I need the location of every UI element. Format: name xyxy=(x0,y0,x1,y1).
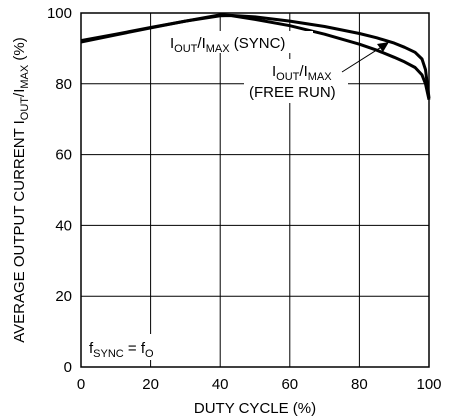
y-axis-label-part: /I xyxy=(11,89,28,97)
y-axis-label-sub: MAX xyxy=(19,64,31,89)
free-run-pointer-arrowhead xyxy=(377,42,389,52)
free-run-label-sub: MAX xyxy=(308,71,333,83)
x-tick-labels: 0 20 40 60 80 100 xyxy=(77,376,442,393)
y-tick-label: 100 xyxy=(47,5,72,22)
y-axis-label-sub: OUT xyxy=(19,97,31,121)
x-tick-label: 60 xyxy=(281,376,298,393)
sync-label-sub: OUT xyxy=(174,43,198,55)
y-tick-label: 80 xyxy=(55,76,72,93)
free-run-pointer-arrow xyxy=(341,45,384,73)
free-run-label-part: /I xyxy=(299,63,307,80)
annotation-part: = f xyxy=(124,340,146,357)
y-axis-label-part: (%) xyxy=(11,37,28,65)
annotation-part: f xyxy=(89,340,94,357)
y-axis-label-part: AVERAGE OUTPUT CURRENT I xyxy=(11,120,28,343)
x-tick-label: 20 xyxy=(142,376,159,393)
y-axis-label: AVERAGE OUTPUT CURRENT IOUT/IMAX (%) xyxy=(11,37,31,342)
x-axis-label: DUTY CYCLE (%) xyxy=(194,400,316,417)
free-run-label-part: I xyxy=(272,63,276,80)
free-run-label-sub: OUT xyxy=(276,71,300,83)
sync-label-part: I xyxy=(170,35,174,52)
sync-label-sub: MAX xyxy=(206,43,231,55)
annotation-sub: O xyxy=(145,348,154,360)
y-tick-label: 60 xyxy=(55,147,72,164)
sync-label-background xyxy=(165,31,313,53)
free-run-label-line2: (FREE RUN) xyxy=(249,84,336,101)
x-tick-label: 0 xyxy=(77,376,85,393)
plot-frame xyxy=(80,12,430,368)
sync-label-part: (SYNC) xyxy=(230,35,286,52)
x-tick-label: 80 xyxy=(351,376,368,393)
sync-label-part: /I xyxy=(197,35,205,52)
sync-series-label: IOUT/IMAX (SYNC) xyxy=(170,35,285,55)
x-tick-label: 40 xyxy=(212,376,229,393)
free-run-series-label: IOUT/IMAX xyxy=(272,63,332,83)
annotation-background xyxy=(85,334,171,360)
x-tick-label: 100 xyxy=(416,376,441,393)
y-tick-labels: 0 20 40 60 80 100 xyxy=(47,5,72,376)
y-tick-label: 0 xyxy=(64,359,72,376)
free-run-label-background xyxy=(244,59,348,103)
series-lines xyxy=(80,13,431,101)
y-tick-label: 40 xyxy=(55,217,72,234)
series-line-free-run xyxy=(80,14,431,101)
fsync-annotation: fSYNC = fO xyxy=(89,340,154,360)
annotation-sub: SYNC xyxy=(93,348,124,360)
y-tick-label: 20 xyxy=(55,288,72,305)
